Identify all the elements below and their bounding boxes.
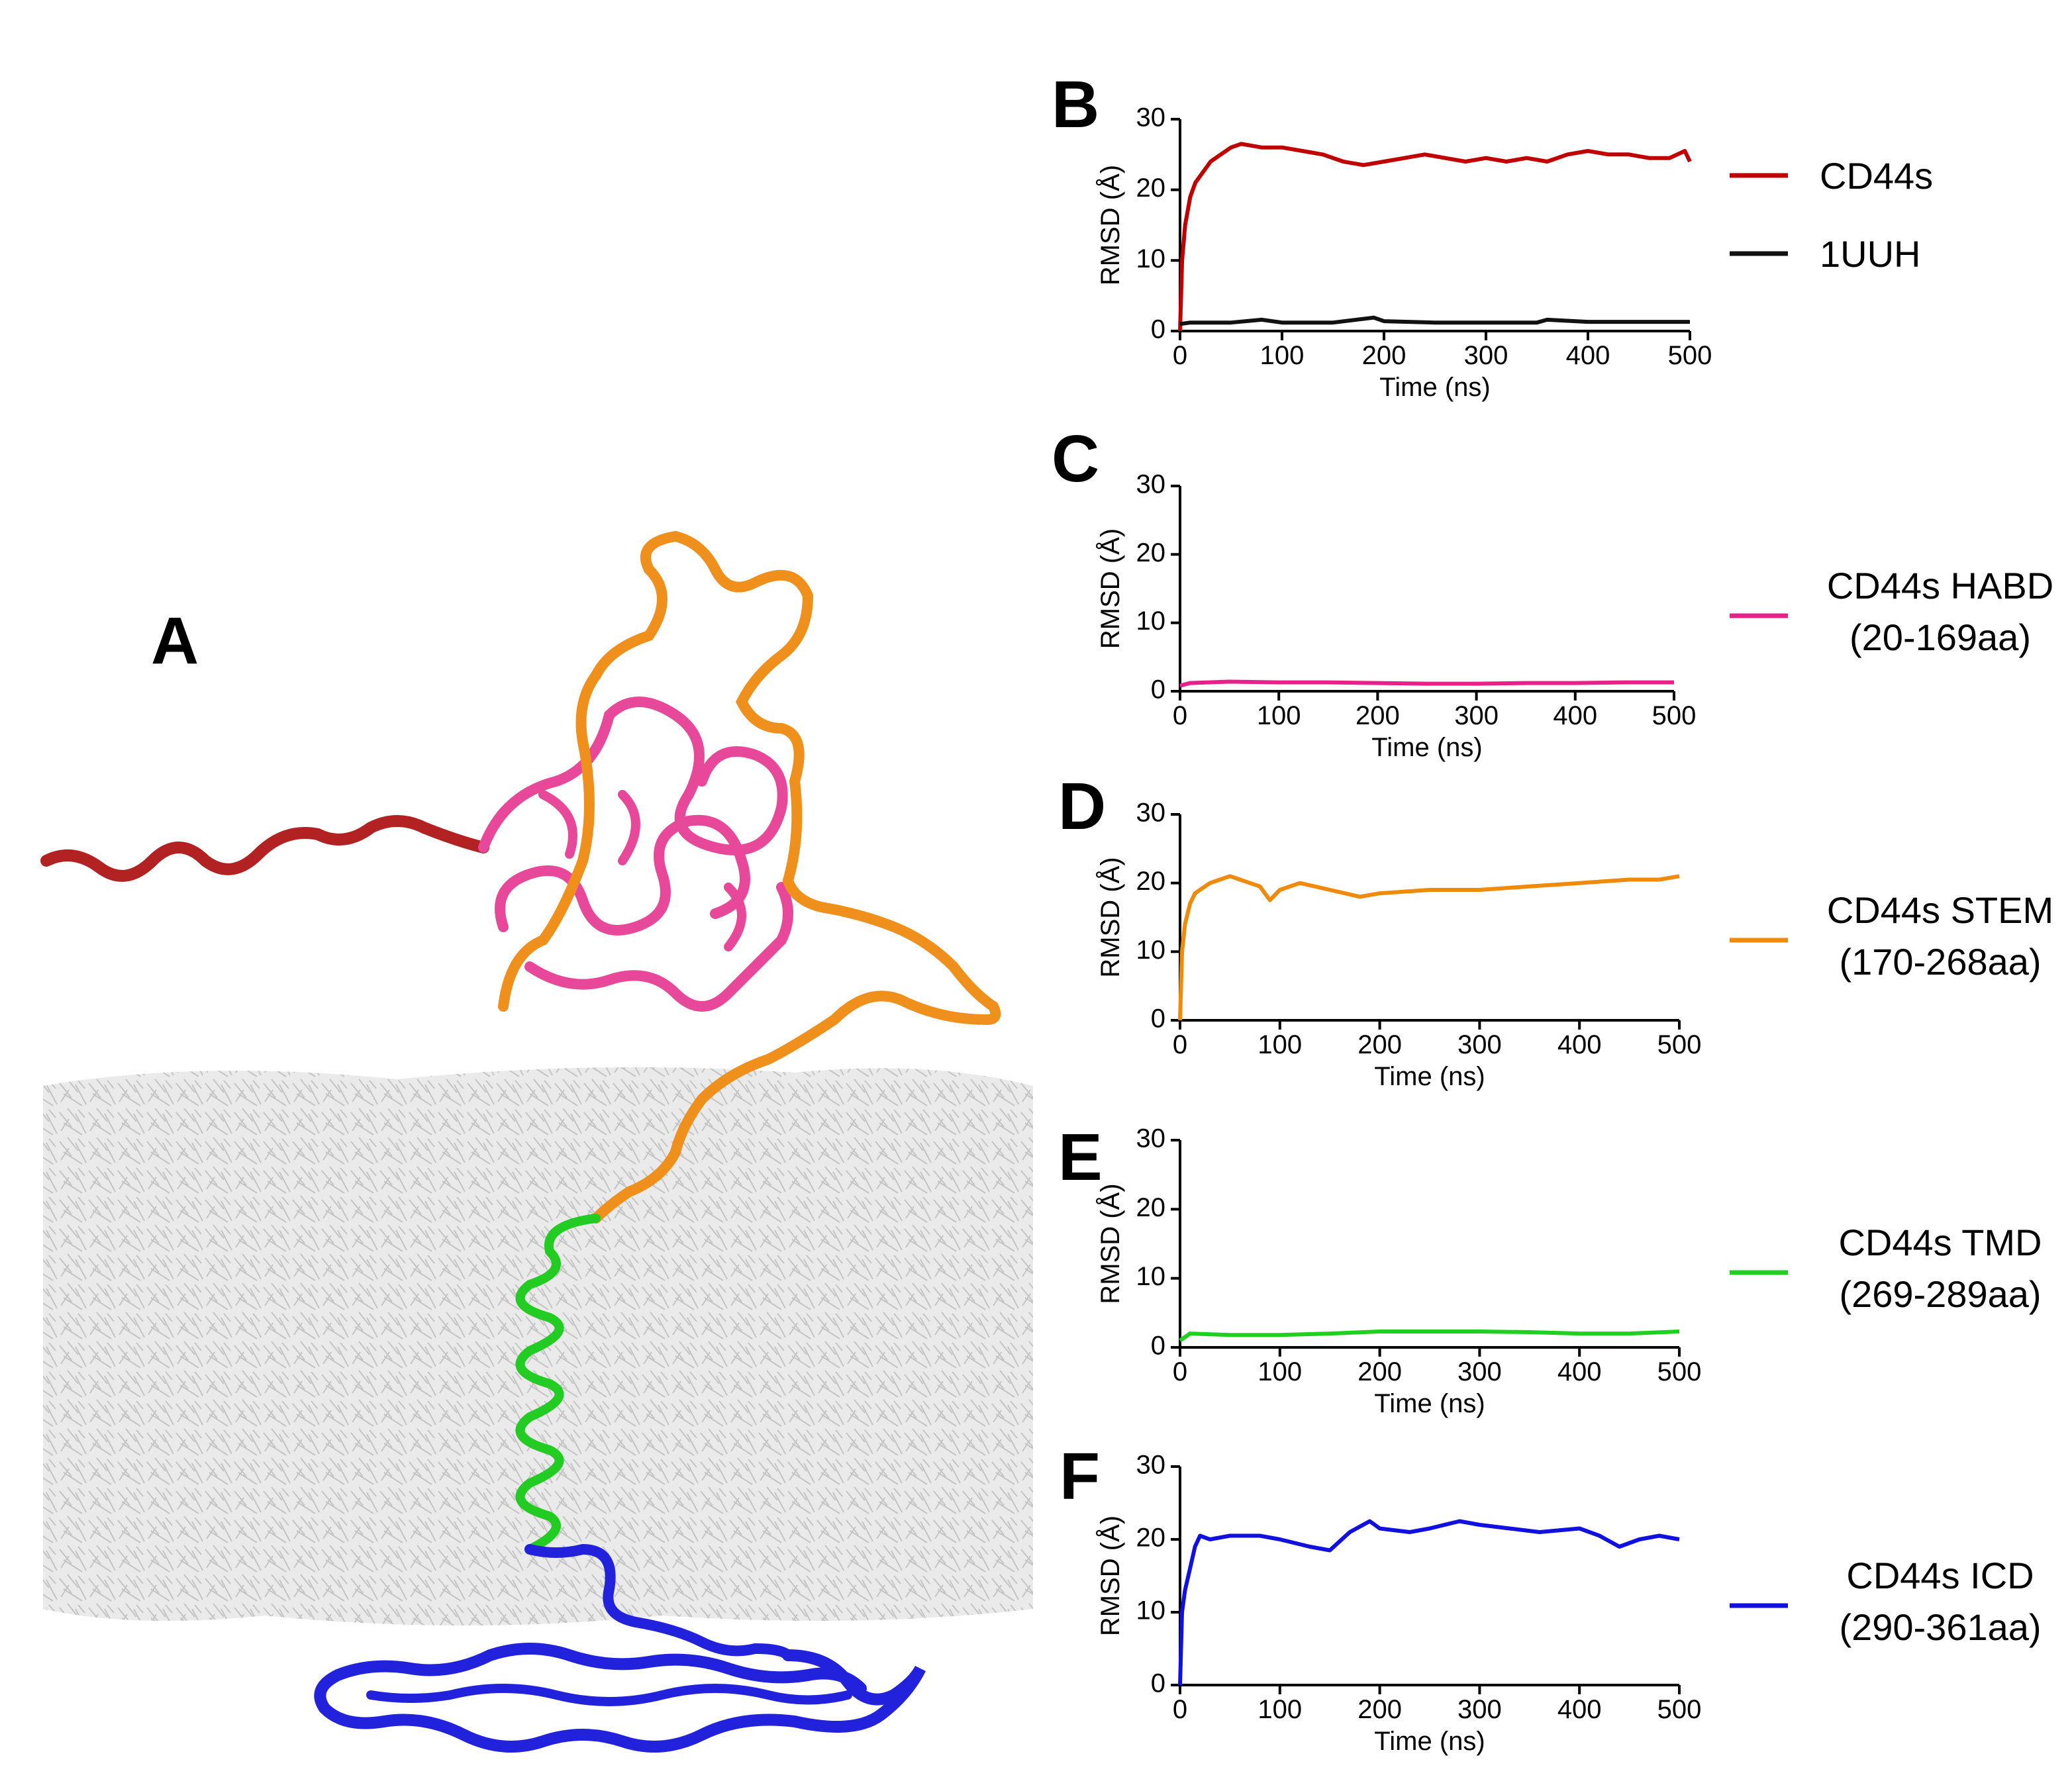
panel-letter-f: F xyxy=(1060,1439,1100,1514)
panel-letter-e: E xyxy=(1058,1120,1103,1194)
x-tick-label: 0 xyxy=(1173,1030,1187,1059)
legend-label: CD44s HABD xyxy=(1827,565,2053,606)
y-tick-label: 10 xyxy=(1136,244,1166,273)
x-tick-label: 300 xyxy=(1457,1030,1502,1059)
x-tick-label: 100 xyxy=(1258,1695,1302,1724)
y-tick-label: 30 xyxy=(1136,798,1166,828)
x-tick-label: 200 xyxy=(1357,1695,1402,1724)
x-tick-label: 100 xyxy=(1257,701,1301,730)
series-line-cd44s-habd xyxy=(1179,679,1674,688)
panel-letter-c: C xyxy=(1052,422,1099,496)
x-axis-label: Time (ns) xyxy=(1371,733,1482,762)
series-line-cd44s xyxy=(1178,142,1692,332)
y-tick-label: 30 xyxy=(1136,103,1166,132)
y-tick-label: 0 xyxy=(1151,1669,1165,1698)
x-tick-label: 100 xyxy=(1258,1357,1302,1386)
legend-label: CD44s xyxy=(1820,155,1933,197)
series-line-1uuh xyxy=(1179,315,1690,326)
y-tick-label: 0 xyxy=(1151,1331,1165,1361)
y-tick-label: 0 xyxy=(1151,315,1165,344)
habd-domain xyxy=(478,697,793,1012)
x-axis-label: Time (ns) xyxy=(1374,1389,1485,1418)
legend-label: CD44s TMD xyxy=(1838,1222,2042,1263)
x-tick-label: 100 xyxy=(1260,341,1305,370)
y-tick-label: 0 xyxy=(1151,1004,1165,1034)
tmd-helix xyxy=(515,1214,601,1554)
x-tick-label: 500 xyxy=(1657,1030,1702,1059)
y-tick-label: 30 xyxy=(1136,470,1166,499)
legend-label: 1UUH xyxy=(1820,233,1920,275)
y-axis-label: RMSD (Å) xyxy=(1095,528,1125,649)
x-tick-label: 300 xyxy=(1464,341,1508,370)
x-tick-label: 0 xyxy=(1173,341,1187,370)
y-tick-label: 10 xyxy=(1136,936,1166,965)
y-axis-label: RMSD (Å) xyxy=(1095,857,1125,977)
x-tick-label: 100 xyxy=(1258,1030,1302,1059)
y-tick-label: 20 xyxy=(1136,538,1166,567)
x-tick-label: 300 xyxy=(1457,1695,1502,1724)
x-tick-label: 400 xyxy=(1557,1030,1602,1059)
panel-letter-b: B xyxy=(1052,68,1099,142)
y-tick-label: 20 xyxy=(1136,867,1166,896)
x-tick-label: 200 xyxy=(1357,1030,1402,1059)
legend-sublabel: (290-361aa) xyxy=(1839,1606,2041,1648)
y-axis-label: RMSD (Å) xyxy=(1095,165,1125,285)
y-tick-label: 20 xyxy=(1136,1523,1166,1553)
series-line-cd44s-stem xyxy=(1178,874,1680,1021)
x-tick-label: 400 xyxy=(1557,1357,1602,1386)
panel-letter-d: D xyxy=(1058,769,1106,844)
legend-label: CD44s STEM xyxy=(1827,889,2053,931)
series-line-cd44s-icd xyxy=(1178,1519,1680,1686)
panel-a-structure: A xyxy=(40,530,1033,1753)
panel-letter-a: A xyxy=(151,604,199,678)
y-tick-label: 30 xyxy=(1136,1451,1166,1480)
y-tick-label: 20 xyxy=(1136,1193,1166,1222)
x-tick-label: 400 xyxy=(1553,701,1597,730)
x-tick-label: 400 xyxy=(1557,1695,1602,1724)
x-tick-label: 200 xyxy=(1357,1357,1402,1386)
y-tick-label: 20 xyxy=(1136,173,1166,203)
x-tick-label: 0 xyxy=(1173,1695,1187,1724)
legend-label: CD44s ICD xyxy=(1846,1555,2034,1596)
x-tick-label: 0 xyxy=(1173,701,1187,730)
y-tick-label: 30 xyxy=(1136,1124,1166,1153)
x-axis-label: Time (ns) xyxy=(1374,1727,1485,1756)
x-axis-label: Time (ns) xyxy=(1379,373,1490,402)
y-tick-label: 0 xyxy=(1151,675,1165,704)
y-axis-label: RMSD (Å) xyxy=(1095,1183,1125,1304)
y-tick-label: 10 xyxy=(1136,1596,1166,1625)
icd-domain xyxy=(314,1543,926,1753)
x-tick-label: 500 xyxy=(1657,1695,1702,1724)
y-axis-label: RMSD (Å) xyxy=(1095,1516,1125,1636)
x-tick-label: 400 xyxy=(1566,341,1610,370)
y-tick-label: 10 xyxy=(1136,606,1166,636)
n-terminal-tail xyxy=(40,815,489,882)
x-tick-label: 200 xyxy=(1356,701,1400,730)
legend-sublabel: (20-169aa) xyxy=(1850,616,2031,658)
legend-sublabel: (269-289aa) xyxy=(1839,1273,2041,1315)
series-line-cd44s-tmd xyxy=(1179,1330,1680,1343)
x-tick-label: 500 xyxy=(1652,701,1697,730)
x-tick-label: 200 xyxy=(1362,341,1406,370)
x-axis-label: Time (ns) xyxy=(1374,1062,1485,1091)
y-tick-label: 10 xyxy=(1136,1262,1166,1291)
legend-sublabel: (170-268aa) xyxy=(1839,941,2041,983)
x-tick-label: 300 xyxy=(1457,1357,1502,1386)
x-tick-label: 500 xyxy=(1668,341,1712,370)
x-tick-label: 300 xyxy=(1454,701,1499,730)
x-tick-label: 500 xyxy=(1657,1357,1702,1386)
x-tick-label: 0 xyxy=(1173,1357,1187,1386)
stem-region xyxy=(498,530,1001,1224)
